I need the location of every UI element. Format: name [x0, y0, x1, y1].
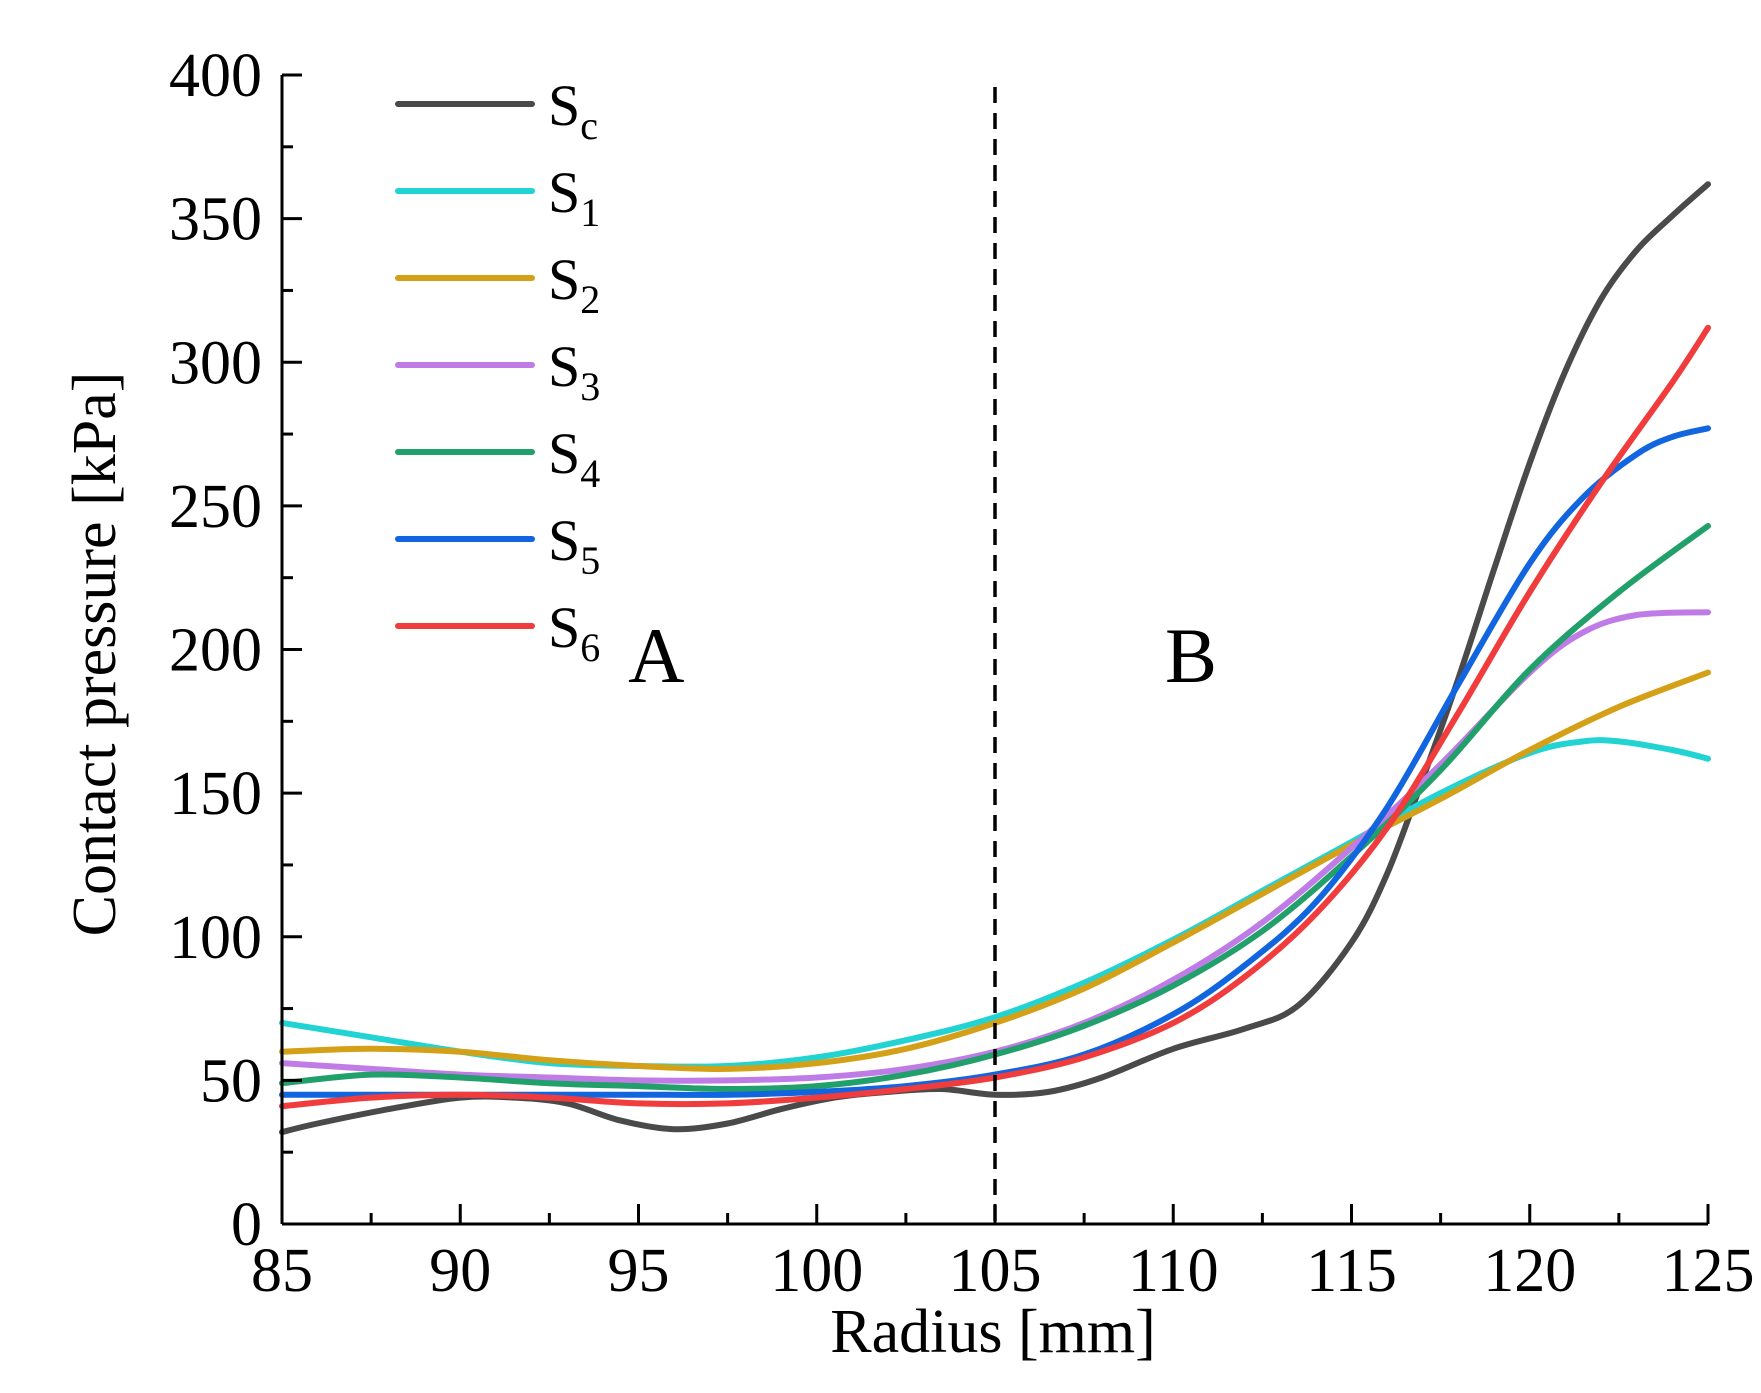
legend-label-s3: S3 — [548, 334, 600, 409]
series-line-s4 — [279, 523, 1711, 1092]
y-tick-label: 100 — [169, 904, 262, 972]
legend: Sc S1 S2 S3 S4 S5 S6 — [395, 73, 600, 670]
x-tick-label: 105 — [949, 1237, 1042, 1305]
region-label-b: B — [1165, 612, 1217, 699]
series-line-s5 — [279, 425, 1711, 1098]
legend-label-s2: S2 — [548, 247, 600, 322]
x-tick-label: 120 — [1483, 1237, 1576, 1305]
x-axis-label: Radius [mm] — [830, 1298, 1155, 1366]
region-label-a: A — [628, 612, 684, 699]
axes — [280, 73, 1710, 1226]
series-line-s2 — [279, 669, 1711, 1072]
legend-label-s4: S4 — [548, 421, 600, 496]
x-tick-label: 125 — [1662, 1237, 1755, 1305]
x-tick-label: 90 — [429, 1237, 491, 1305]
legend-label-s6: S6 — [548, 595, 600, 670]
y-tick-label: 250 — [169, 473, 262, 541]
series-line-s6 — [279, 324, 1711, 1110]
legend-label-s5: S5 — [548, 508, 600, 583]
x-tick-label: 95 — [608, 1237, 670, 1305]
y-axis-label: Contact pressure [kPa] — [61, 372, 129, 937]
y-tick-label: 300 — [169, 329, 262, 397]
x-tick-label: 110 — [1128, 1237, 1219, 1305]
x-tick-label: 85 — [251, 1237, 313, 1305]
y-tick-label: 50 — [200, 1047, 262, 1115]
legend-label-sc: Sc — [548, 73, 598, 148]
y-tick-label: 400 — [169, 42, 262, 110]
y-tick-label: 200 — [169, 617, 262, 685]
y-tick-label: 150 — [169, 760, 262, 828]
y-tick-label: 0 — [231, 1191, 262, 1259]
series-line-sc — [279, 181, 1711, 1136]
series-lines — [279, 181, 1711, 1136]
y-tick-label: 350 — [169, 186, 262, 254]
x-tick-label: 100 — [770, 1237, 863, 1305]
legend-label-s1: S1 — [548, 160, 600, 235]
tick-labels: 85 90 95 100 105 110 115 120 125 0 50 100 150 200 250 3… — [169, 42, 1755, 1305]
x-tick-label: 115 — [1306, 1237, 1397, 1305]
